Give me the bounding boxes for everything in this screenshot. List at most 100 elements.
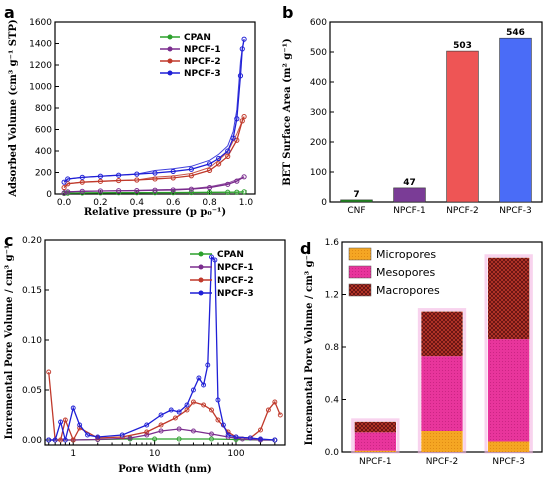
panel-c-point-npcf-3 [77,422,83,428]
panel-a-point-npcf-1 [116,188,122,194]
panel-a-point-npcf-1 [234,178,240,184]
panel-c-point-npcf-3 [205,362,211,368]
panel-b-ytick-label: 300 [310,108,327,118]
panel-c-point-npcf-3 [184,402,190,408]
panel-b-bet-bar-chart: 0 100 200 300 400 500 600 7 CNF 47 NPCF-1 503 NPCF-… [282,18,543,216]
panel-c-point-npcf-1 [158,428,164,434]
panel-d-legend-label: Mesopores [376,266,435,279]
panel-c-point-npcf-3 [196,375,202,381]
panel-a-point-npcf-1 [188,186,194,192]
panel-c-point-npcf-2 [144,429,150,435]
panel-b-bar-npcf-3 [499,37,532,203]
panel-a-point-npcf-3 [230,135,236,141]
panel-d-segment-micropores [421,431,463,452]
panel-b-bar-cnf [340,199,373,203]
panel-a-ytick-label: 1200 [29,61,52,71]
panel-a-point-npcf-1 [206,184,213,191]
panel-b-bar-npcf-2 [446,50,479,203]
panel-a-point-npcf-2 [152,176,158,182]
panel-c-line-npcf-2 [48,371,281,442]
panel-c-point-npcf-2 [277,412,283,418]
panel-b-bars: 7 CNF 47 NPCF-1 503 NPCF-2 546 NPCF-3 [340,28,532,216]
panel-c-legend-marker [198,264,204,270]
panel-b-category-label: NPCF-3 [499,206,532,216]
panel-c-ticks: 1 10 100 0.00 0.05 0.10 0.15 0.20 [22,236,276,459]
panel-c-point-npcf-3 [272,437,278,443]
panel-a-desorption-npcf-3 [63,39,245,183]
panel-c-xtick-label: 100 [227,449,244,459]
panel-c-point-npcf-3 [212,257,218,263]
panel-a-legend-label: NPCF-1 [184,45,221,55]
panel-a-point-npcf-3 [116,172,122,178]
panel-a-ytick-label: 200 [35,169,52,179]
panel-b-ytick-label: 400 [310,78,327,88]
panel-d-legend-label: Macropores [376,284,440,297]
panel-c-point-npcf-3 [258,436,263,442]
panel-a-point-npcf-3 [237,73,244,79]
panel-b-ytick-label: 200 [310,138,327,148]
panel-a-point-npcf-2 [170,175,176,181]
panel-a-point-npcf-2 [97,178,104,184]
panel-c-point-npcf-3 [70,405,76,411]
panel-c-point-npcf-1 [176,426,182,432]
panel-a-xtick-label: 1.0 [239,198,254,208]
panel-d-segment-mesopores [421,356,463,431]
panel-c-point-npcf-1 [209,431,214,437]
panel-c-point-npcf-3 [158,412,164,418]
panel-b-value-label: 503 [453,41,472,51]
panel-b-ytick-label: 100 [310,168,327,178]
panel-d-segment-mesopores [354,432,396,451]
panel-a-point-cpan [234,189,240,195]
panel-a-legend-label: NPCF-3 [184,69,221,79]
panel-c-point-cpan [152,436,158,442]
panel-a-point-npcf-3 [234,116,240,122]
panel-a-ytick-label: 400 [35,147,52,157]
panel-a-point-npcf-1 [152,187,158,193]
panel-c-legend-label: NPCF-1 [217,263,254,273]
panel-c-ytick-label: 0.00 [22,436,42,446]
panel-a-point-npcf-3 [216,155,222,162]
panel-a-legend-label: NPCF-2 [184,57,221,67]
panel-a-point-npcf-3 [241,36,247,42]
panel-b-ytick-label: 0 [321,198,327,208]
panel-c-legend-label: NPCF-2 [217,276,254,286]
panel-a-ytick-label: 1600 [29,18,52,28]
panel-a-xlabel: Relative pressure (p p₀⁻¹) [84,207,226,218]
panel-a-point-npcf-3 [188,166,194,172]
panel-c-xtick-label: 10 [149,449,161,459]
panel-d-segment-micropores [488,441,530,452]
panel-a-point-npcf-3 [170,168,176,175]
panel-b-ylabel: BET Surface Area (m² g⁻¹) [282,38,293,185]
panel-c-point-npcf-2 [158,422,164,428]
panel-a-legend-marker [167,70,173,76]
panel-d-legend-swatch [348,247,372,261]
panel-b-value-label: 47 [403,178,416,188]
panel-c-point-npcf-3 [176,409,182,415]
panel-a-point-npcf-2 [241,114,247,120]
panel-d-legend-label: Micropores [376,248,436,261]
panel-c-line-npcf-1 [48,428,275,441]
panel-a-point-npcf-1 [134,187,140,194]
panel-a-point-cpan [188,189,194,196]
panel-c-point-npcf-3 [225,432,231,438]
panel-d-ytick-label: 1.2 [325,291,339,301]
panel-c-point-cpan [209,436,214,442]
panel-c-point-npcf-3 [220,422,226,428]
panel-a-isotherm-chart: 0.0 0.2 0.4 0.6 0.8 1.0 0 200 400 600 800 1000 1200 1… [8,18,256,218]
panel-c-point-cpan [176,436,182,442]
panel-a-point-npcf-2 [134,177,140,183]
panel-c-point-npcf-2 [215,417,221,423]
panel-c-xlabel: Pore Width (nm) [118,464,212,475]
panel-c-point-npcf-3 [209,254,214,260]
panel-c-legend-marker [198,251,204,257]
panel-label-b: b [282,3,293,22]
panel-c-ytick-label: 0.20 [22,236,42,246]
panel-c-point-npcf-3 [52,437,58,443]
panel-c-ytick-label: 0.05 [22,386,42,396]
panel-c-ylabel: Incremental Pore Volume / cm³ g⁻¹ [4,245,15,440]
panel-a-ylabel: Adsorbed Volume (cm³ g⁻¹ STP) [8,19,19,197]
panel-b-category-label: NPCF-1 [393,206,426,216]
panel-b-bar-npcf-1 [393,187,426,203]
panel-d-ytick-label: 0.0 [325,448,340,458]
